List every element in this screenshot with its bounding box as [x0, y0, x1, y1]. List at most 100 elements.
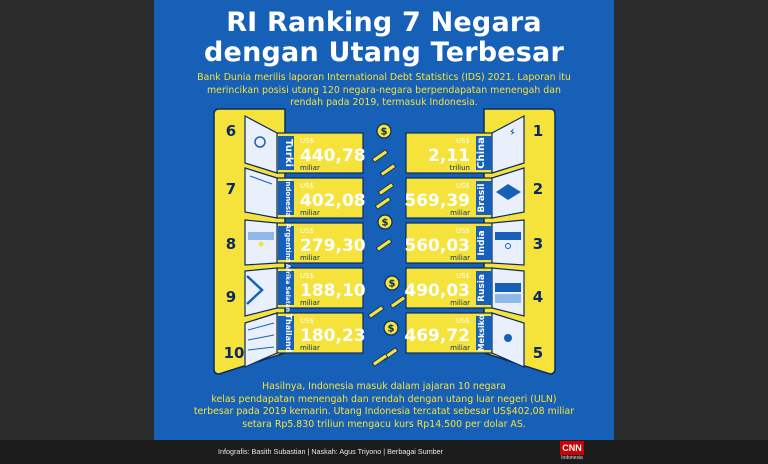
unit-label: miliar [300, 164, 320, 172]
coin-column: $ $ $ $ [367, 123, 407, 367]
pencil-icon [374, 196, 392, 210]
country-name: Rusia [477, 274, 487, 302]
flag-panel [244, 115, 278, 174]
currency-label: US$ [300, 272, 314, 280]
right-row-2 [405, 167, 525, 219]
debt-value: 188,10 [300, 281, 366, 301]
title-line-1: RI Ranking 7 Negara [226, 7, 542, 38]
pencil-icon [367, 305, 385, 319]
country-name: Turki [283, 139, 294, 167]
rank-number: 6 [226, 122, 236, 140]
wheel-icon [505, 243, 511, 249]
coin-icon: $ [383, 320, 399, 336]
unit-label: miliar [300, 254, 320, 262]
outro-line: terbesar pada 2019 kemarin. Utang Indone… [193, 406, 575, 417]
title-line-2: dengan Utang Terbesar [204, 37, 564, 68]
currency-label: US$ [300, 137, 314, 145]
right-row-1 [405, 115, 525, 174]
currency-label: US$ [300, 182, 314, 190]
intro-line: rendah pada 2019, termasuk Indonesia. [290, 97, 478, 108]
cnn-logo: CNN Indonesia [560, 441, 584, 463]
sun-icon [258, 241, 264, 247]
country-name: Meksiko [477, 314, 486, 351]
name-band [476, 226, 492, 260]
credit-text: Infografis: Basith Subastian | Naskah: A… [218, 447, 444, 456]
flag-stripe [248, 232, 274, 240]
name-band [278, 316, 294, 350]
name-band [278, 136, 294, 170]
unit-label: miliar [450, 344, 470, 352]
debt-value: 490,03 [404, 281, 470, 301]
debt-value: 402,08 [300, 191, 366, 211]
left-margin [0, 0, 154, 440]
rank-number: 3 [533, 235, 543, 253]
country-name: Thailand [284, 314, 293, 353]
flag-stripe [247, 322, 275, 331]
poster: RI Ranking 7 Negara dengan Utang Terbesa… [154, 0, 614, 440]
name-band [278, 271, 294, 305]
flag-stripe [495, 283, 521, 292]
country-name: China [476, 137, 487, 169]
name-band [476, 136, 492, 170]
pencil-icon [375, 238, 393, 252]
name-band [476, 271, 492, 305]
pencil-icon [377, 182, 395, 196]
flag-panel [244, 167, 278, 219]
unit-label: miliar [300, 299, 320, 307]
unit-label: miliar [300, 209, 320, 217]
unit-label: miliar [450, 254, 470, 262]
ranking-graphic: $ $ $ $ 6 7 8 9 10 1 2 3 4 [213, 108, 556, 375]
left-row-6 [244, 115, 364, 174]
unit-label: miliar [450, 209, 470, 217]
currency-label: US$ [456, 182, 470, 190]
flag-stripe [249, 175, 273, 185]
debt-value: 279,30 [300, 236, 366, 256]
crescent-icon [254, 136, 266, 148]
flag-panel [491, 115, 525, 174]
rank-number: 1 [533, 122, 543, 140]
debt-value: 440,78 [300, 146, 366, 166]
svg-text:$: $ [389, 279, 396, 290]
currency-label: US$ [456, 227, 470, 235]
currency-label: US$ [456, 317, 470, 325]
pencil-icon [371, 353, 389, 367]
flag-diamond [496, 184, 521, 200]
right-row-5 [405, 312, 525, 368]
currency-label: US$ [300, 317, 314, 325]
country-name: India [477, 230, 487, 255]
pencil-icon [371, 149, 389, 163]
rank-number: 4 [533, 288, 543, 306]
rank-number: 2 [533, 180, 543, 198]
star-icon [510, 128, 515, 135]
right-margin [614, 0, 768, 440]
pencil-icon [379, 163, 397, 177]
left-row-7 [244, 167, 364, 219]
flag-panel [244, 312, 278, 368]
debt-value: 560,03 [404, 236, 470, 256]
debt-value: 180,23 [300, 326, 366, 346]
name-band [278, 226, 294, 260]
name-band [278, 181, 294, 215]
intro-text: Bank Dunia merilis laporan International… [194, 72, 574, 110]
right-row-4 [405, 267, 525, 317]
flag-stripe [495, 294, 521, 303]
outro-line: setara Rp5.830 triliun mengacu kurs Rp14… [242, 418, 526, 430]
country-name: Brasil [477, 184, 487, 213]
country-name: Argentina [284, 223, 292, 262]
debt-value: 2,11 [428, 146, 470, 166]
coin-icon: $ [384, 275, 400, 291]
flag-stripe [247, 334, 275, 341]
emblem-icon [504, 334, 512, 342]
intro-line: merincikan posisi utang 120 negara-negar… [207, 84, 561, 96]
left-row-9 [244, 267, 364, 317]
flag-stripe [247, 346, 275, 351]
svg-text:$: $ [388, 324, 395, 335]
unit-label: miliar [450, 299, 470, 307]
outro-line: kelas pendapatan menengah dan rendah den… [211, 393, 557, 405]
coin-icon: $ [377, 214, 393, 230]
cnn-logo-mark: CNN [560, 441, 584, 455]
outro-line: Hasilnya, Indonesia masuk dalam jajaran … [262, 381, 506, 392]
currency-label: US$ [456, 272, 470, 280]
pencil-icon [389, 295, 407, 309]
